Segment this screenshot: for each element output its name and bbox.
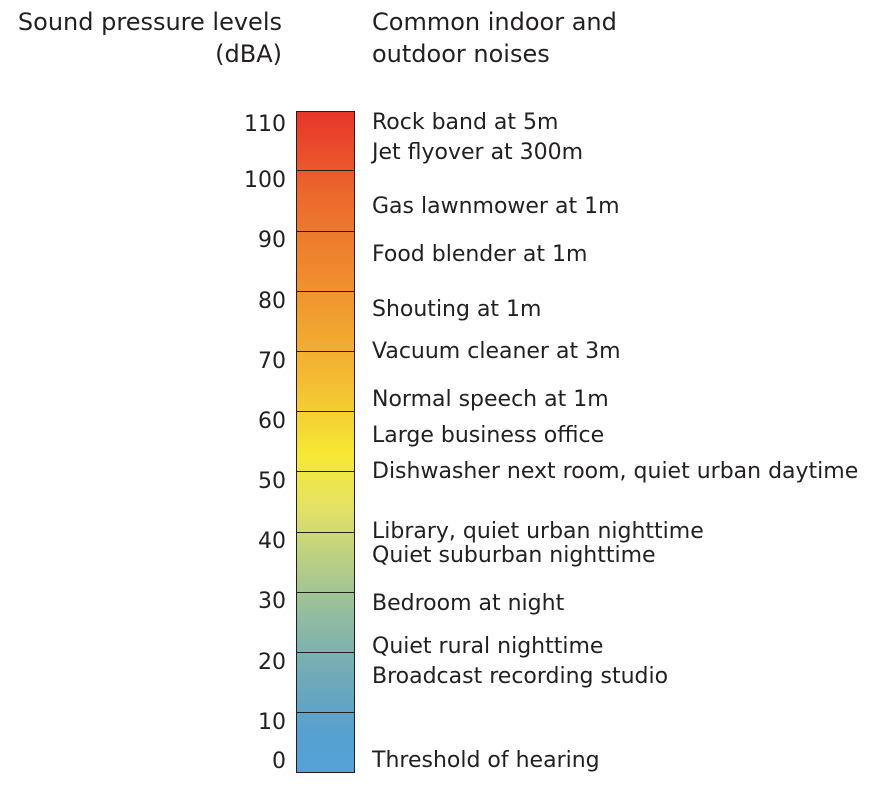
noise-label: Jet flyover at 300m	[372, 140, 584, 166]
scale-tick-label: 110	[244, 112, 286, 137]
scale-header-line1: Sound pressure levels	[17, 8, 282, 36]
noise-label: Bedroom at night	[372, 591, 565, 617]
scale-header-unit: (dBA)	[215, 40, 282, 68]
scale-tick-label: 70	[258, 348, 286, 374]
noises-header-line1: Common indoor and	[372, 8, 617, 36]
noises-header-line2: outdoor noises	[372, 40, 550, 68]
noise-label: Shouting at 1m	[372, 296, 542, 322]
scale-tick-line	[296, 350, 355, 352]
scale-tick-line	[296, 170, 355, 172]
scale-tick-label: 10	[258, 709, 286, 735]
scale-tick-line	[296, 651, 355, 653]
scale-tick-label: 40	[258, 529, 286, 555]
noise-label: Food blender at 1m	[372, 242, 588, 268]
noise-label: Gas lawnmower at 1m	[372, 194, 620, 220]
scale-tick-label: 30	[258, 589, 286, 615]
noise-label: Library, quiet urban nighttime	[372, 519, 704, 545]
scale-tick-label: 20	[258, 649, 286, 675]
noise-label: Quiet rural nighttime	[372, 633, 604, 659]
scale-tick-line	[296, 290, 355, 292]
scale-tick-label: 60	[258, 408, 286, 434]
noise-label: Large business office	[372, 422, 605, 448]
scale-header: Sound pressure levels (dBA)	[18, 6, 282, 70]
noise-label: Dishwasher next room, quiet urban daytim…	[372, 459, 859, 485]
scale-tick-label: 50	[258, 469, 286, 495]
decibel-color-scale	[296, 111, 355, 773]
scale-tick-label: 100	[244, 168, 286, 194]
scale-tick-label: 80	[258, 288, 286, 314]
scale-tick-line	[296, 531, 355, 533]
noise-label: Quiet suburban nighttime	[372, 543, 656, 569]
scale-tick-line	[296, 230, 355, 232]
noises-header: Common indoor and outdoor noises	[372, 6, 617, 70]
scale-tick-line	[296, 712, 355, 714]
scale-tick-label: 90	[258, 228, 286, 254]
noise-label: Broadcast recording studio	[372, 663, 669, 689]
scale-tick-line	[296, 411, 355, 413]
noise-label: Normal speech at 1m	[372, 386, 609, 412]
scale-tick-label: 0	[272, 749, 286, 774]
scale-tick-line	[296, 471, 355, 473]
noise-label: Vacuum cleaner at 3m	[372, 338, 621, 364]
noise-label: Threshold of hearing	[372, 748, 600, 773]
scale-tick-line	[296, 591, 355, 593]
noise-label: Rock band at 5m	[372, 110, 559, 135]
